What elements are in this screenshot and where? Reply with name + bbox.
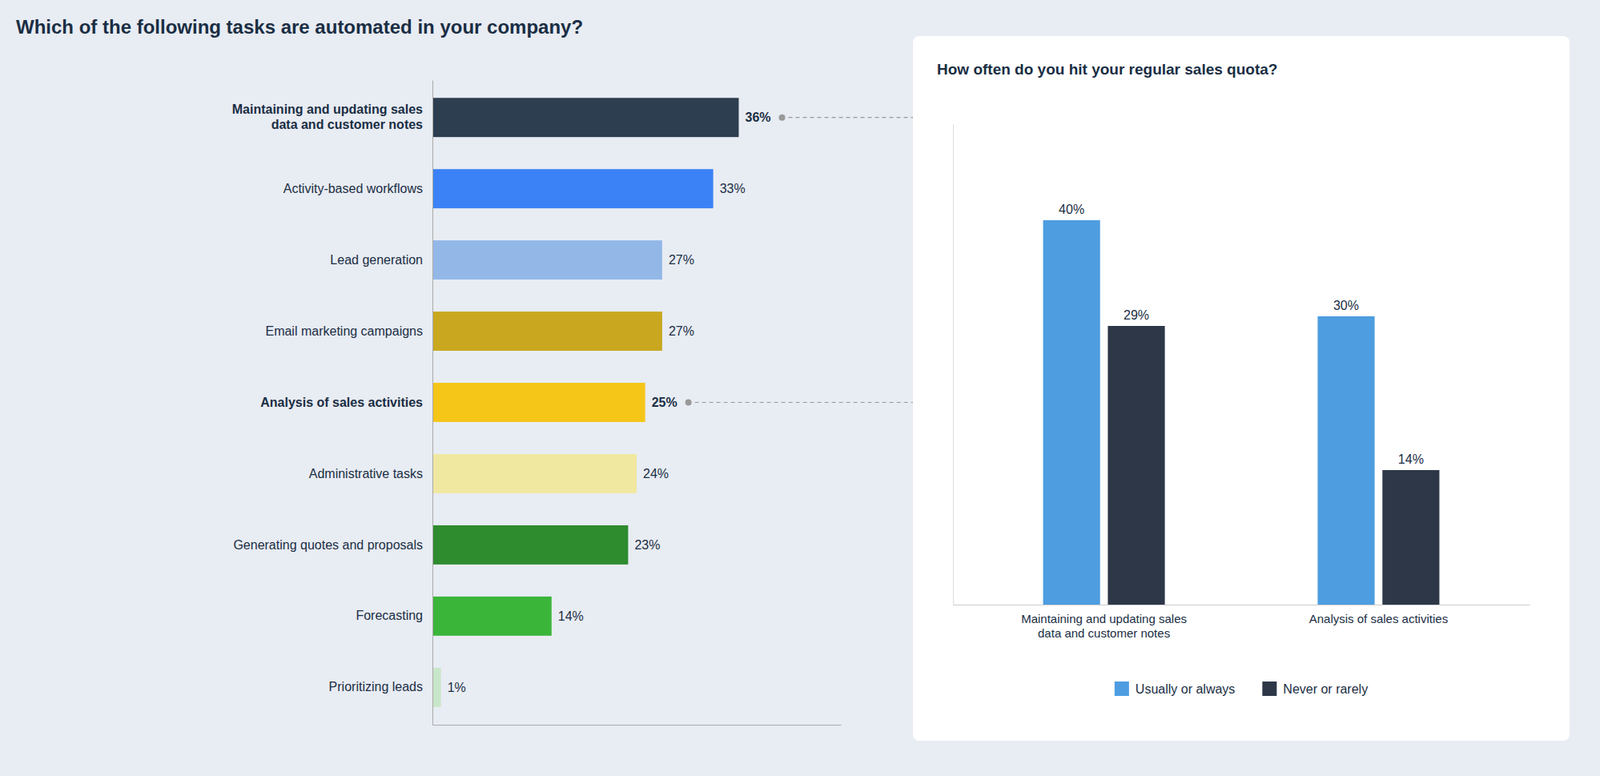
legend-swatch (1114, 681, 1130, 696)
data-label: 25% (651, 395, 678, 410)
axis-line (952, 124, 954, 606)
x-axis (433, 724, 842, 726)
text-line: Maintaining and updating sales (1021, 611, 1187, 626)
text-line: Analysis of sales activities (1309, 611, 1448, 626)
text-line: Forecasting (355, 608, 423, 623)
bar (432, 168, 714, 209)
data-label: 14% (558, 609, 584, 624)
bar (432, 97, 740, 137)
tick-label: Activity-based workflows (283, 181, 423, 196)
data-label: 27% (668, 253, 695, 267)
tick: Forecasting (355, 608, 433, 623)
legend-swatch (1262, 681, 1277, 696)
tick-label: Administrative tasks (309, 466, 423, 481)
bar (1043, 220, 1101, 605)
tick-label: Analysis of sales activities (1309, 611, 1448, 626)
legend-item: Usually or always (1114, 681, 1235, 696)
text-line: Analysis of sales activities (260, 395, 423, 410)
bar (432, 240, 663, 280)
tick-label: Email marketing campaigns (265, 324, 423, 338)
connector-line (788, 116, 913, 118)
connector-dot (779, 114, 786, 121)
tick-label: Lead generation (329, 253, 423, 267)
data-label: 29% (1123, 308, 1150, 322)
bar (432, 382, 646, 423)
tick-label: Forecasting (355, 608, 423, 623)
data-label: 33% (719, 181, 746, 196)
tick-label: Prioritizing leads (329, 679, 423, 694)
tick-label: Maintaining and updating salesdata and c… (232, 102, 423, 132)
tick: Maintaining and updating salesdata and c… (232, 102, 433, 132)
chart-title: Which of the following tasks are automat… (16, 16, 583, 38)
bar (1382, 470, 1440, 605)
bars (1043, 220, 1440, 605)
text-line: data and customer notes (271, 117, 423, 132)
tick: Analysis of sales activities (1309, 604, 1448, 626)
panel-title: How often do you hit your regular sales … (936, 60, 1278, 78)
tick: Generating quotes and proposals (233, 538, 433, 552)
bars (432, 97, 740, 708)
text-line: Email marketing campaigns (265, 324, 423, 338)
tick: Lead generation (329, 253, 433, 267)
data-label: 23% (634, 538, 660, 552)
legend-label: Usually or always (1135, 682, 1235, 696)
bar (432, 667, 442, 708)
text-line: Generating quotes and proposals (233, 538, 423, 552)
bar (432, 311, 663, 351)
tick-label: Maintaining and updating salesdata and c… (1021, 611, 1187, 640)
x-axis: Maintaining and updating salesdata and c… (953, 604, 1531, 640)
legend: Usually or always Never or rarely (1114, 681, 1368, 696)
text-line: Prioritizing leads (329, 679, 423, 694)
bar (432, 454, 637, 494)
tick: Email marketing campaigns (265, 324, 433, 338)
left-chart: Maintaining and updating salesdata and c… (232, 80, 842, 726)
tick-label: Generating quotes and proposals (233, 538, 423, 552)
y-axis (952, 124, 954, 606)
legend-label: Never or rarely (1282, 682, 1368, 696)
series (1043, 220, 1375, 605)
tick: Prioritizing leads (329, 679, 433, 694)
text-line: Lead generation (329, 253, 423, 267)
legend-item: Never or rarely (1262, 681, 1368, 696)
bar (432, 596, 552, 636)
tick: Maintaining and updating salesdata and c… (1021, 604, 1187, 640)
data-label: 27% (668, 324, 695, 338)
y-axis: Maintaining and updating salesdata and c… (232, 80, 434, 726)
axis-line (432, 80, 434, 726)
bar (1107, 325, 1165, 605)
panel-background (912, 36, 1570, 741)
right-chart: 40% 30% 29% 14% Maintaining and updating sal… (953, 124, 1531, 640)
data-label: 14% (1398, 452, 1424, 467)
text-line: Activity-based workflows (283, 181, 423, 196)
connectors (685, 114, 913, 407)
text-line: Maintaining and updating sales (232, 102, 423, 117)
data-label: 40% (1058, 202, 1085, 217)
tick: Analysis of sales activities (260, 395, 433, 410)
series (1107, 325, 1440, 605)
text-line: Administrative tasks (309, 466, 423, 481)
bar (1317, 316, 1375, 605)
data-label: 36% (745, 110, 772, 125)
axis-line (433, 724, 842, 726)
connector-line (695, 402, 913, 403)
data-label: 24% (643, 466, 669, 481)
data-label: 30% (1333, 298, 1359, 313)
bar (432, 525, 628, 565)
chart-root: Which of the following tasks are automat… (0, 0, 1600, 776)
tick: Administrative tasks (309, 466, 433, 481)
tick: Activity-based workflows (283, 181, 433, 196)
data-label: 1% (447, 680, 467, 695)
connector-dot (685, 399, 692, 407)
tick-label: Analysis of sales activities (260, 395, 423, 410)
text-line: data and customer notes (1037, 626, 1170, 640)
axis-line (953, 604, 1531, 606)
